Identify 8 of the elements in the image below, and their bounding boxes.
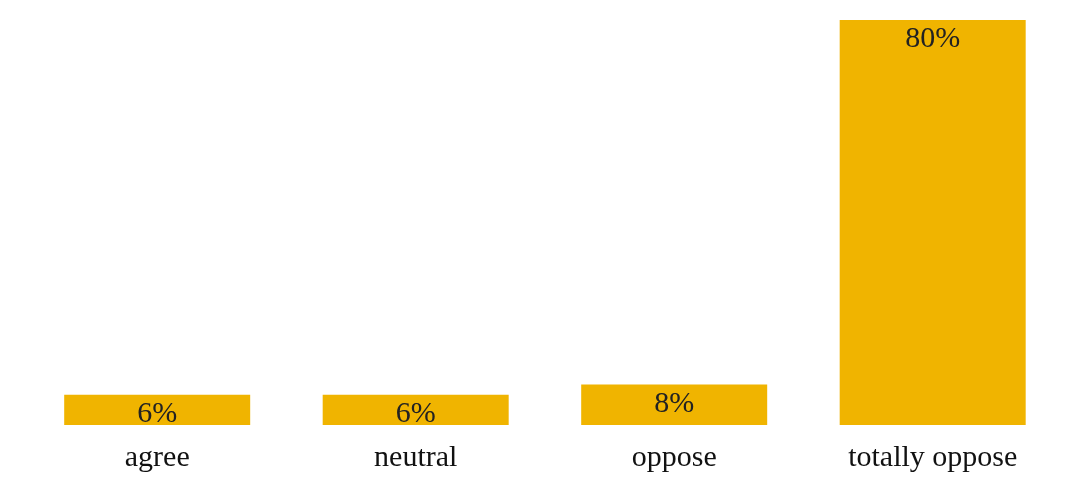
data-label: 6%: [395, 394, 436, 428]
x-tick-label: totally oppose: [848, 439, 1018, 473]
x-tick-label: neutral: [374, 439, 458, 473]
data-label: 6%: [137, 394, 178, 428]
x-tick-label: oppose: [631, 439, 717, 473]
data-label: 8%: [654, 384, 695, 418]
data-label: 80%: [905, 20, 961, 54]
x-tick-label: agree: [124, 439, 190, 473]
